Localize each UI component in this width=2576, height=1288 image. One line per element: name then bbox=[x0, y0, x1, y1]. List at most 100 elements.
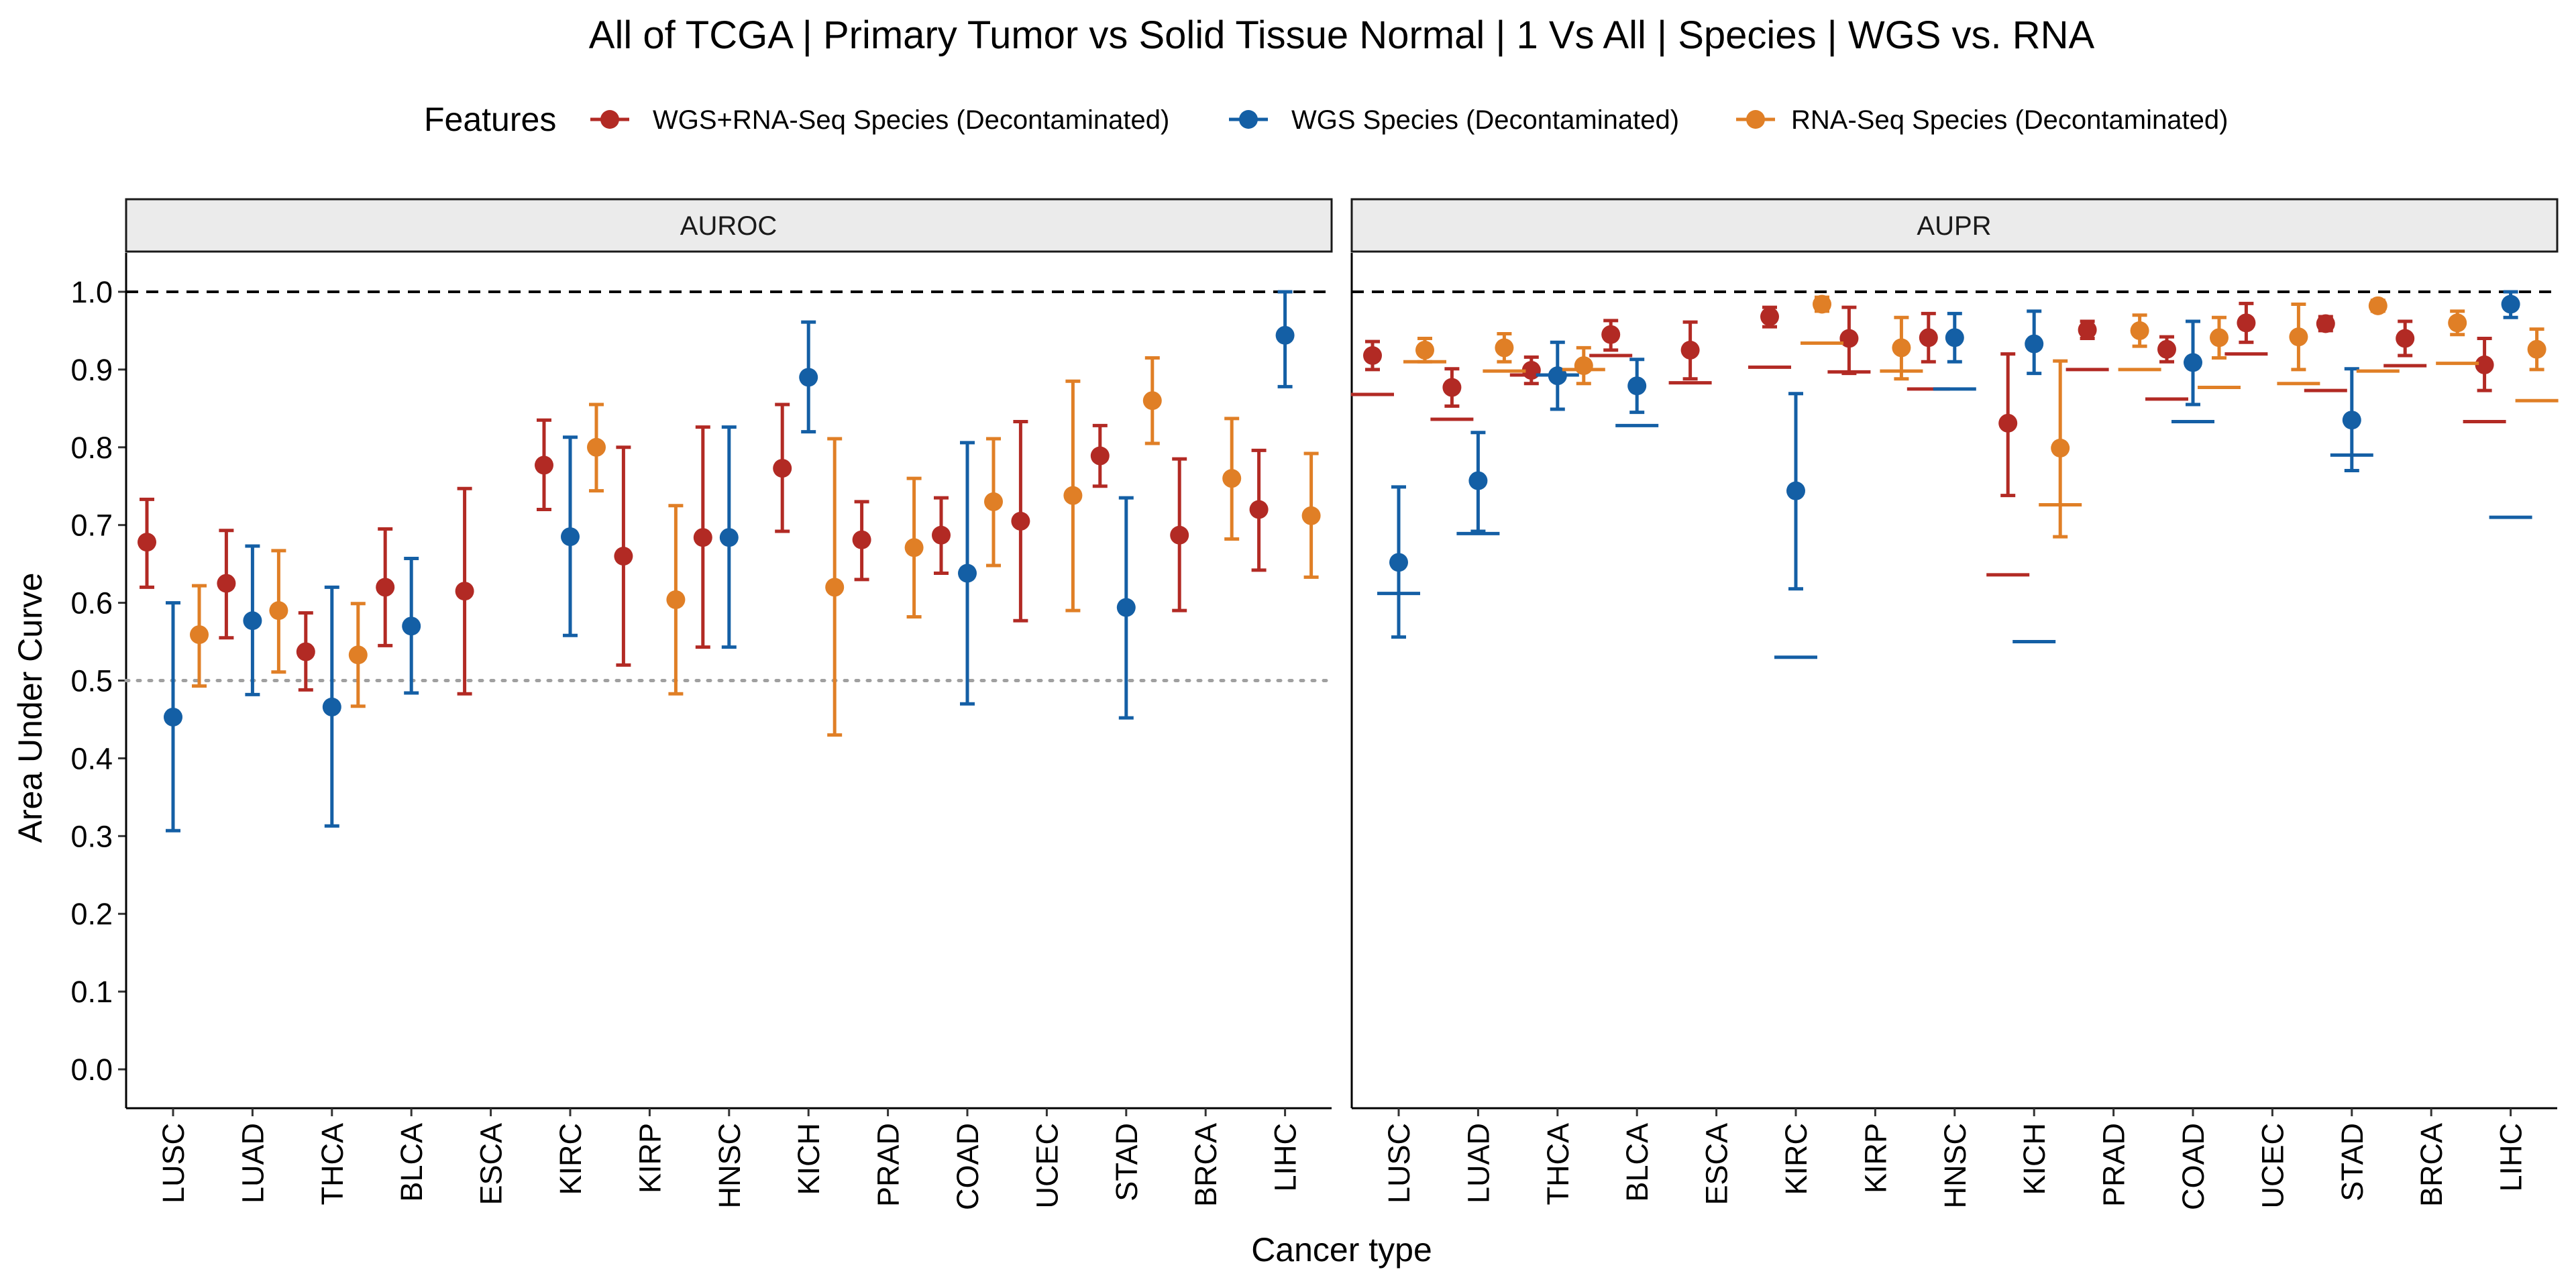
y-tick-label: 0.9 bbox=[70, 353, 113, 387]
x-tick-label: BLCA bbox=[1620, 1123, 1654, 1202]
data-point bbox=[1839, 329, 1859, 348]
data-point bbox=[1945, 328, 1964, 347]
data-mark bbox=[322, 585, 341, 828]
data-point bbox=[2289, 327, 2308, 347]
x-tick-label: LIHC bbox=[2494, 1123, 2528, 1192]
data-mark bbox=[561, 435, 580, 637]
y-tick-label: 0.3 bbox=[70, 819, 113, 853]
data-point bbox=[1363, 346, 1382, 365]
data-mark bbox=[1116, 496, 1136, 720]
data-mark bbox=[719, 425, 739, 649]
data-point bbox=[322, 697, 341, 716]
y-tick-label: 0.6 bbox=[70, 586, 113, 621]
x-tick-label: KICH bbox=[2017, 1123, 2051, 1195]
data-mark bbox=[190, 584, 209, 688]
data-point bbox=[1627, 376, 1647, 396]
data-mark bbox=[1483, 332, 1526, 373]
data-point bbox=[296, 642, 315, 661]
data-mark bbox=[1589, 319, 1633, 358]
data-point bbox=[2316, 314, 2335, 333]
data-mark bbox=[1351, 339, 1394, 396]
data-mark bbox=[773, 402, 792, 533]
data-mark bbox=[1748, 305, 1791, 369]
x-tick-label: KICH bbox=[792, 1123, 826, 1195]
data-point bbox=[1142, 391, 1162, 411]
data-point bbox=[2368, 296, 2387, 315]
data-mark bbox=[2277, 303, 2320, 386]
x-tick-label: BRCA bbox=[1189, 1123, 1223, 1207]
x-tick-label: ESCA bbox=[1700, 1123, 1734, 1205]
data-mark bbox=[825, 437, 845, 737]
data-point bbox=[1760, 307, 1779, 327]
data-mark bbox=[852, 500, 871, 582]
x-tick-label: HNSC bbox=[712, 1123, 747, 1209]
data-mark bbox=[2065, 319, 2109, 372]
data-point bbox=[2527, 339, 2546, 359]
data-mark bbox=[2039, 359, 2082, 539]
data-mark bbox=[2383, 319, 2427, 368]
chart-title: All of TCGA | Primary Tumor vs Solid Tis… bbox=[589, 13, 2095, 57]
data-mark bbox=[693, 425, 712, 649]
y-tick-label: 1.0 bbox=[70, 275, 113, 309]
legend-label: RNA-Seq Species (Decontaminated) bbox=[1791, 105, 2228, 135]
data-point bbox=[1275, 325, 1295, 345]
data-point bbox=[1680, 340, 1700, 360]
x-tick-label: KIRC bbox=[553, 1123, 588, 1195]
data-mark bbox=[1142, 356, 1162, 445]
data-point bbox=[2475, 355, 2494, 374]
data-point bbox=[1919, 328, 1938, 347]
data-mark bbox=[2118, 313, 2161, 372]
panel-auroc: AUROC bbox=[125, 198, 1333, 253]
data-point bbox=[2448, 313, 2467, 333]
x-tick-label: UCEC bbox=[1030, 1123, 1064, 1209]
data-point bbox=[164, 707, 182, 727]
data-point bbox=[1495, 338, 1514, 358]
data-mark bbox=[2304, 314, 2347, 392]
data-mark bbox=[984, 437, 1003, 568]
data-mark bbox=[1063, 379, 1083, 612]
data-point bbox=[535, 455, 553, 475]
data-point bbox=[587, 437, 606, 457]
data-mark bbox=[1907, 311, 1950, 391]
data-point bbox=[852, 530, 871, 549]
data-mark bbox=[614, 445, 633, 667]
data-mark bbox=[402, 557, 421, 695]
data-point bbox=[402, 616, 421, 636]
data-point bbox=[719, 528, 739, 547]
data-mark bbox=[2224, 301, 2268, 356]
data-point bbox=[243, 611, 262, 631]
data-point bbox=[1813, 294, 1831, 314]
y-axis-title: Area Under Curve bbox=[11, 573, 49, 843]
panel-plot-aupr: LUSC LUAD THCA BLCA ESCA KIRC KIRP HNSC KICH PRAD… bbox=[1350, 253, 2559, 1210]
data-point bbox=[1222, 469, 1242, 488]
data-point bbox=[1389, 553, 1408, 572]
data-mark bbox=[2330, 367, 2373, 473]
data-point bbox=[269, 601, 288, 621]
data-point bbox=[799, 368, 818, 387]
data-point bbox=[190, 625, 209, 645]
x-tick-label: LUSC bbox=[156, 1123, 191, 1203]
y-tick-label: 0.0 bbox=[70, 1053, 113, 1087]
data-point bbox=[376, 578, 395, 597]
data-mark bbox=[2436, 309, 2479, 366]
data-point bbox=[1415, 340, 1434, 360]
data-point bbox=[1116, 598, 1136, 617]
x-tick-label: KIRC bbox=[1779, 1123, 1813, 1195]
data-mark bbox=[799, 320, 818, 434]
data-mark bbox=[1170, 457, 1189, 612]
x-tick-label: COAD bbox=[2176, 1123, 2210, 1210]
data-point bbox=[217, 574, 236, 593]
x-tick-label: PRAD bbox=[871, 1123, 906, 1207]
data-point bbox=[1601, 325, 1621, 344]
data-point bbox=[666, 590, 686, 609]
legend-key-dot bbox=[1239, 110, 1258, 129]
data-point bbox=[2342, 411, 2361, 430]
legend-title: Features bbox=[424, 101, 556, 138]
x-tick-label: BRCA bbox=[2414, 1123, 2449, 1207]
x-tick-label: THCA bbox=[1541, 1123, 1575, 1205]
data-point bbox=[138, 533, 156, 552]
x-tick-label: BLCA bbox=[394, 1123, 429, 1202]
x-axis-title: Cancer type bbox=[1251, 1231, 1432, 1269]
data-point bbox=[2078, 320, 2097, 339]
legend-item-wgs: WGS Species (Decontaminated) bbox=[1229, 105, 1679, 135]
